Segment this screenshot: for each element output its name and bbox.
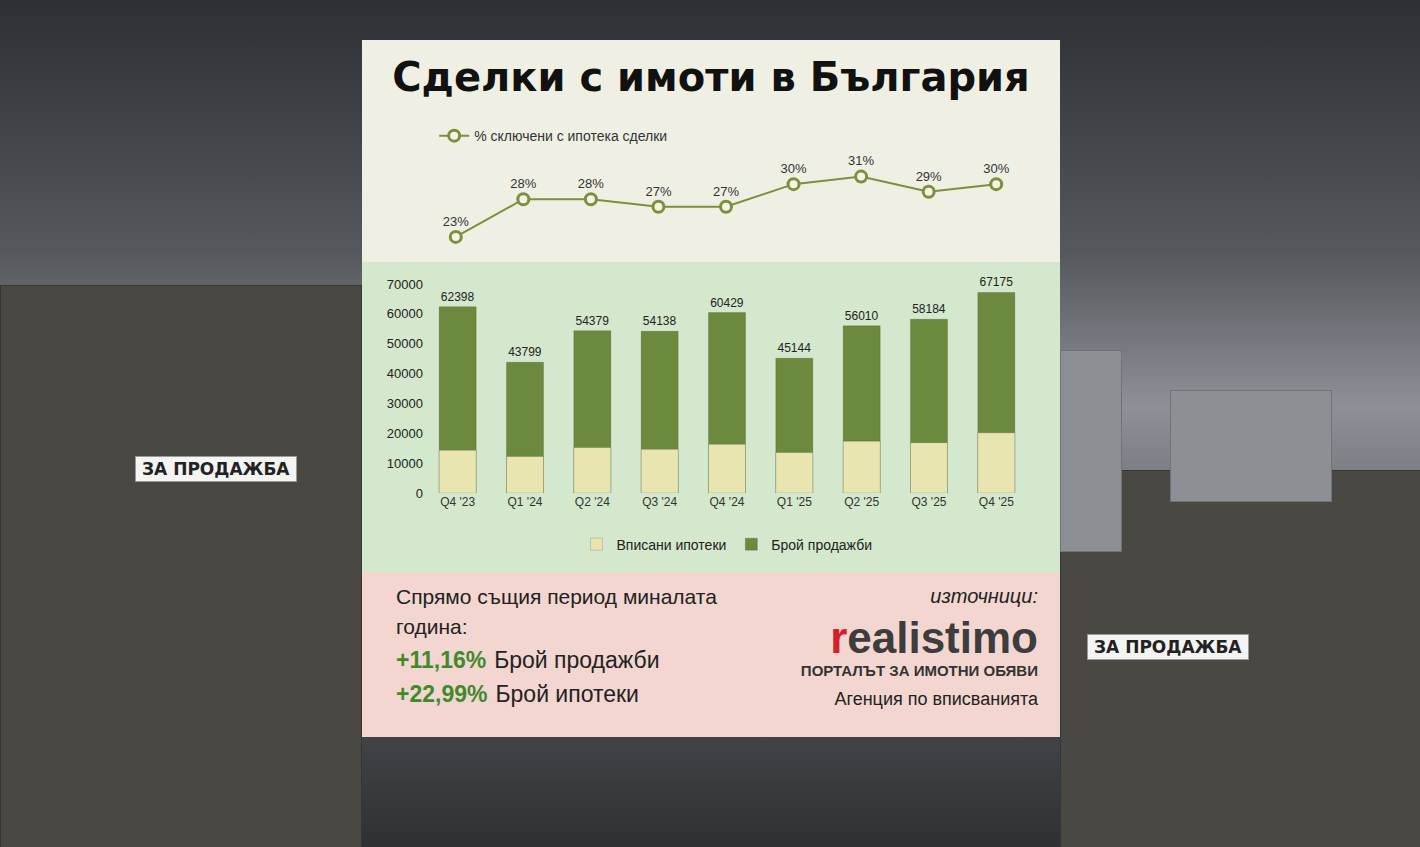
html-text:r ealistimo: r ealistimo <box>830 613 1038 662</box>
svg-text:23%: 23% <box>443 214 469 229</box>
svg-text:Q4 '25: Q4 '25 <box>979 495 1014 509</box>
svg-text:10000: 10000 <box>387 456 423 471</box>
html-text:източници:: източници: <box>930 585 1038 607</box>
svg-text:Брой продажби: Брой продажби <box>771 537 872 553</box>
svg-text:60429: 60429 <box>710 296 744 310</box>
svg-text:Q3 '25: Q3 '25 <box>912 495 947 509</box>
html-text:Сделки с имоти в България: Сделки с имоти в България <box>392 54 1030 100</box>
html-text:+22,99% Брой ипотеки: +22,99% Брой ипотеки <box>396 681 639 707</box>
svg-text:62398: 62398 <box>441 290 475 304</box>
html-text:ПОРТАЛЪТ ЗА ИМОТНИ ОБЯВИ: ПОРТАЛЪТ ЗА ИМОТНИ ОБЯВИ <box>800 662 1038 679</box>
svg-text:Q4 '24: Q4 '24 <box>710 495 745 509</box>
svg-text:56010: 56010 <box>845 309 879 323</box>
svg-text:30%: 30% <box>781 161 807 176</box>
svg-text:20000: 20000 <box>387 426 423 441</box>
svg-text:Q1 '24: Q1 '24 <box>508 495 543 509</box>
svg-text:% сключени с ипотека сделки: % сключени с ипотека сделки <box>474 128 667 144</box>
svg-text:60000: 60000 <box>387 306 423 321</box>
svg-text:70000: 70000 <box>387 277 423 292</box>
svg-text:0: 0 <box>416 486 423 501</box>
svg-text:27%: 27% <box>645 184 671 199</box>
html-text:Спрямо същия период миналата г: Спрямо същия период миналата година: <box>396 585 717 638</box>
svg-text:67175: 67175 <box>979 275 1013 289</box>
svg-text:28%: 28% <box>578 176 604 191</box>
html-text:ЗА ПРОДАЖБА: ЗА ПРОДАЖБА <box>1094 637 1242 657</box>
svg-text:58184: 58184 <box>912 302 946 316</box>
svg-text:45144: 45144 <box>777 341 811 355</box>
svg-text:Q2 '25: Q2 '25 <box>844 495 879 509</box>
svg-text:29%: 29% <box>916 169 942 184</box>
svg-text:Q4 '23: Q4 '23 <box>440 495 475 509</box>
svg-text:54379: 54379 <box>575 314 609 328</box>
html-text:ЗА ПРОДАЖБА: ЗА ПРОДАЖБА <box>142 459 290 479</box>
svg-text:40000: 40000 <box>387 366 423 381</box>
svg-text:27%: 27% <box>713 184 739 199</box>
svg-text:50000: 50000 <box>387 336 423 351</box>
svg-text:43799: 43799 <box>508 345 542 359</box>
svg-text:Q2 '24: Q2 '24 <box>575 495 610 509</box>
svg-text:28%: 28% <box>510 176 536 191</box>
svg-text:30%: 30% <box>983 161 1009 176</box>
html-text:+11,16% Брой продажби: +11,16% Брой продажби <box>396 647 660 673</box>
svg-text:54138: 54138 <box>643 314 677 328</box>
svg-text:31%: 31% <box>848 153 874 168</box>
svg-text:Q3 '24: Q3 '24 <box>642 495 677 509</box>
html-text:Агенция по вписванията: Агенция по вписванията <box>834 689 1038 709</box>
svg-text:Q1 '25: Q1 '25 <box>777 495 812 509</box>
svg-text:Вписани ипотеки: Вписани ипотеки <box>617 537 727 553</box>
svg-text:30000: 30000 <box>387 396 423 411</box>
